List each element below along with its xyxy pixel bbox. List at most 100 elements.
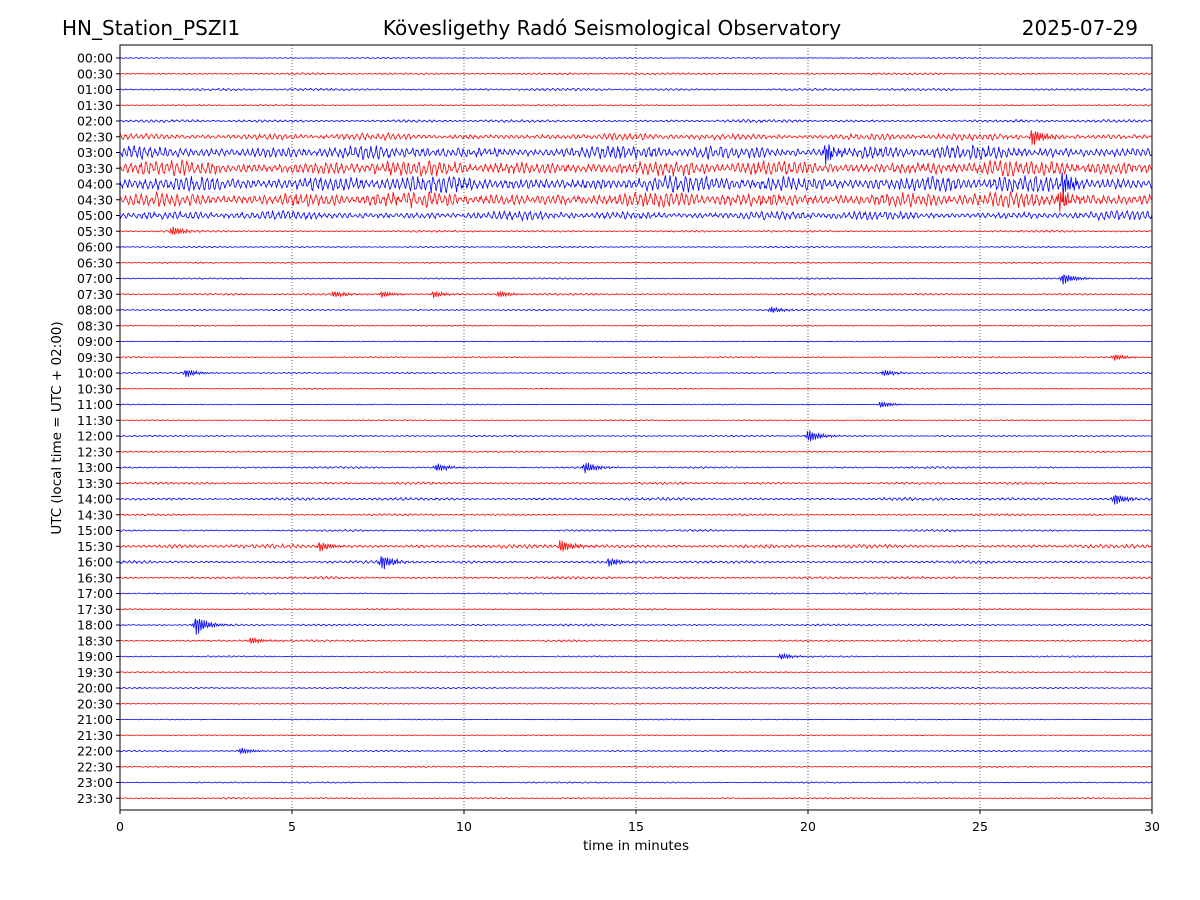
x-tick-label: 25 xyxy=(972,819,988,834)
trace-2230 xyxy=(119,765,1153,768)
y-tick-label: 21:00 xyxy=(77,712,113,727)
trace-0530 xyxy=(119,226,1153,236)
trace-0700 xyxy=(119,274,1153,285)
y-tick-label: 16:30 xyxy=(77,570,113,585)
trace-2330 xyxy=(119,797,1153,800)
trace-1800 xyxy=(119,618,1153,635)
y-tick-label: 20:30 xyxy=(77,696,113,711)
trace-1930 xyxy=(119,670,1153,674)
y-axis-title: UTC (local time = UTC + 02:00) xyxy=(49,321,65,534)
y-tick-label: 01:30 xyxy=(77,98,113,113)
trace-1900 xyxy=(119,653,1153,660)
y-tick-label: 13:00 xyxy=(77,460,113,475)
x-tick-label: 10 xyxy=(456,819,472,834)
y-tick-label: 18:00 xyxy=(77,618,113,633)
trace-0600 xyxy=(119,245,1153,249)
trace-1500 xyxy=(119,528,1153,533)
y-tick-label: 11:30 xyxy=(77,413,113,428)
y-tick-label: 17:30 xyxy=(77,602,113,617)
trace-1630 xyxy=(119,575,1153,580)
trace-0500 xyxy=(119,209,1153,222)
y-tick-label: 12:30 xyxy=(77,444,113,459)
y-tick-label: 12:00 xyxy=(77,429,113,444)
trace-1330 xyxy=(119,481,1153,486)
y-tick-label: 00:30 xyxy=(77,66,113,81)
trace-0130 xyxy=(119,104,1153,107)
trace-0830 xyxy=(119,324,1153,327)
trace-0200 xyxy=(119,118,1153,124)
trace-0030 xyxy=(119,72,1153,76)
y-tick-label: 18:30 xyxy=(77,633,113,648)
y-tick-label: 15:30 xyxy=(77,539,113,554)
trace-0630 xyxy=(119,261,1153,264)
y-tick-label: 05:00 xyxy=(77,208,113,223)
trace-0400 xyxy=(119,172,1153,202)
x-tick-label: 15 xyxy=(628,819,644,834)
y-tick-label: 07:30 xyxy=(77,287,113,302)
y-tick-label: 14:00 xyxy=(77,492,113,507)
x-tick-label: 30 xyxy=(1144,819,1160,834)
y-tick-label: 22:30 xyxy=(77,759,113,774)
trace-1530 xyxy=(119,540,1153,552)
trace-0000 xyxy=(119,57,1153,60)
x-tick-label: 0 xyxy=(116,819,124,834)
y-tick-label: 03:30 xyxy=(77,161,113,176)
trace-2300 xyxy=(119,781,1153,784)
y-tick-label: 06:00 xyxy=(77,240,113,255)
trace-0900 xyxy=(119,340,1153,343)
y-tick-label: 19:30 xyxy=(77,665,113,680)
trace-0430 xyxy=(119,190,1153,212)
trace-1600 xyxy=(119,556,1153,570)
trace-2000 xyxy=(119,686,1153,690)
y-tick-label: 15:00 xyxy=(77,523,113,538)
station-name: HN_Station_PSZI1 xyxy=(62,16,241,40)
y-tick-label: 13:30 xyxy=(77,476,113,491)
y-tick-label: 08:30 xyxy=(77,318,113,333)
x-axis-title: time in minutes xyxy=(583,838,689,854)
y-tick-label: 21:30 xyxy=(77,728,113,743)
y-tick-label: 23:00 xyxy=(77,775,113,790)
y-tick-label: 00:00 xyxy=(77,51,113,66)
trace-1430 xyxy=(119,513,1153,517)
trace-0300 xyxy=(119,144,1153,165)
trace-2130 xyxy=(119,734,1153,737)
trace-1030 xyxy=(119,387,1153,390)
y-tick-label: 11:00 xyxy=(77,397,113,412)
trace-1000 xyxy=(119,369,1153,377)
trace-2030 xyxy=(119,702,1153,705)
y-tick-label: 23:30 xyxy=(77,791,113,806)
trace-2200 xyxy=(119,747,1153,755)
y-tick-label: 06:30 xyxy=(77,255,113,270)
trace-2100 xyxy=(119,718,1153,721)
y-tick-label: 03:00 xyxy=(77,145,113,160)
y-tick-label: 02:30 xyxy=(77,129,113,144)
trace-1400 xyxy=(120,494,1153,505)
trace-0930 xyxy=(120,354,1153,361)
trace-1700 xyxy=(119,592,1153,595)
y-tick-label: 22:00 xyxy=(77,744,113,759)
x-tick-label: 5 xyxy=(288,819,296,834)
x-tick-label: 20 xyxy=(800,819,816,834)
trace-1130 xyxy=(119,419,1153,422)
y-tick-label: 05:30 xyxy=(77,224,113,239)
trace-1200 xyxy=(119,430,1153,442)
trace-1730 xyxy=(119,608,1153,611)
y-tick-label: 16:00 xyxy=(77,555,113,570)
y-tick-label: 02:00 xyxy=(77,114,113,129)
trace-0230 xyxy=(119,130,1153,145)
y-tick-label: 19:00 xyxy=(77,649,113,664)
y-tick-label: 09:00 xyxy=(77,334,113,349)
trace-0100 xyxy=(120,87,1153,92)
y-tick-label: 17:00 xyxy=(77,586,113,601)
y-tick-label: 09:30 xyxy=(77,350,113,365)
y-tick-label: 04:00 xyxy=(77,177,113,192)
y-tick-label: 04:30 xyxy=(77,192,113,207)
trace-0730 xyxy=(119,290,1153,299)
trace-1300 xyxy=(119,462,1153,474)
y-tick-label: 14:30 xyxy=(77,507,113,522)
trace-1100 xyxy=(119,401,1153,408)
y-tick-label: 07:00 xyxy=(77,271,113,286)
trace-0330 xyxy=(119,158,1153,177)
y-tick-label: 20:00 xyxy=(77,681,113,696)
